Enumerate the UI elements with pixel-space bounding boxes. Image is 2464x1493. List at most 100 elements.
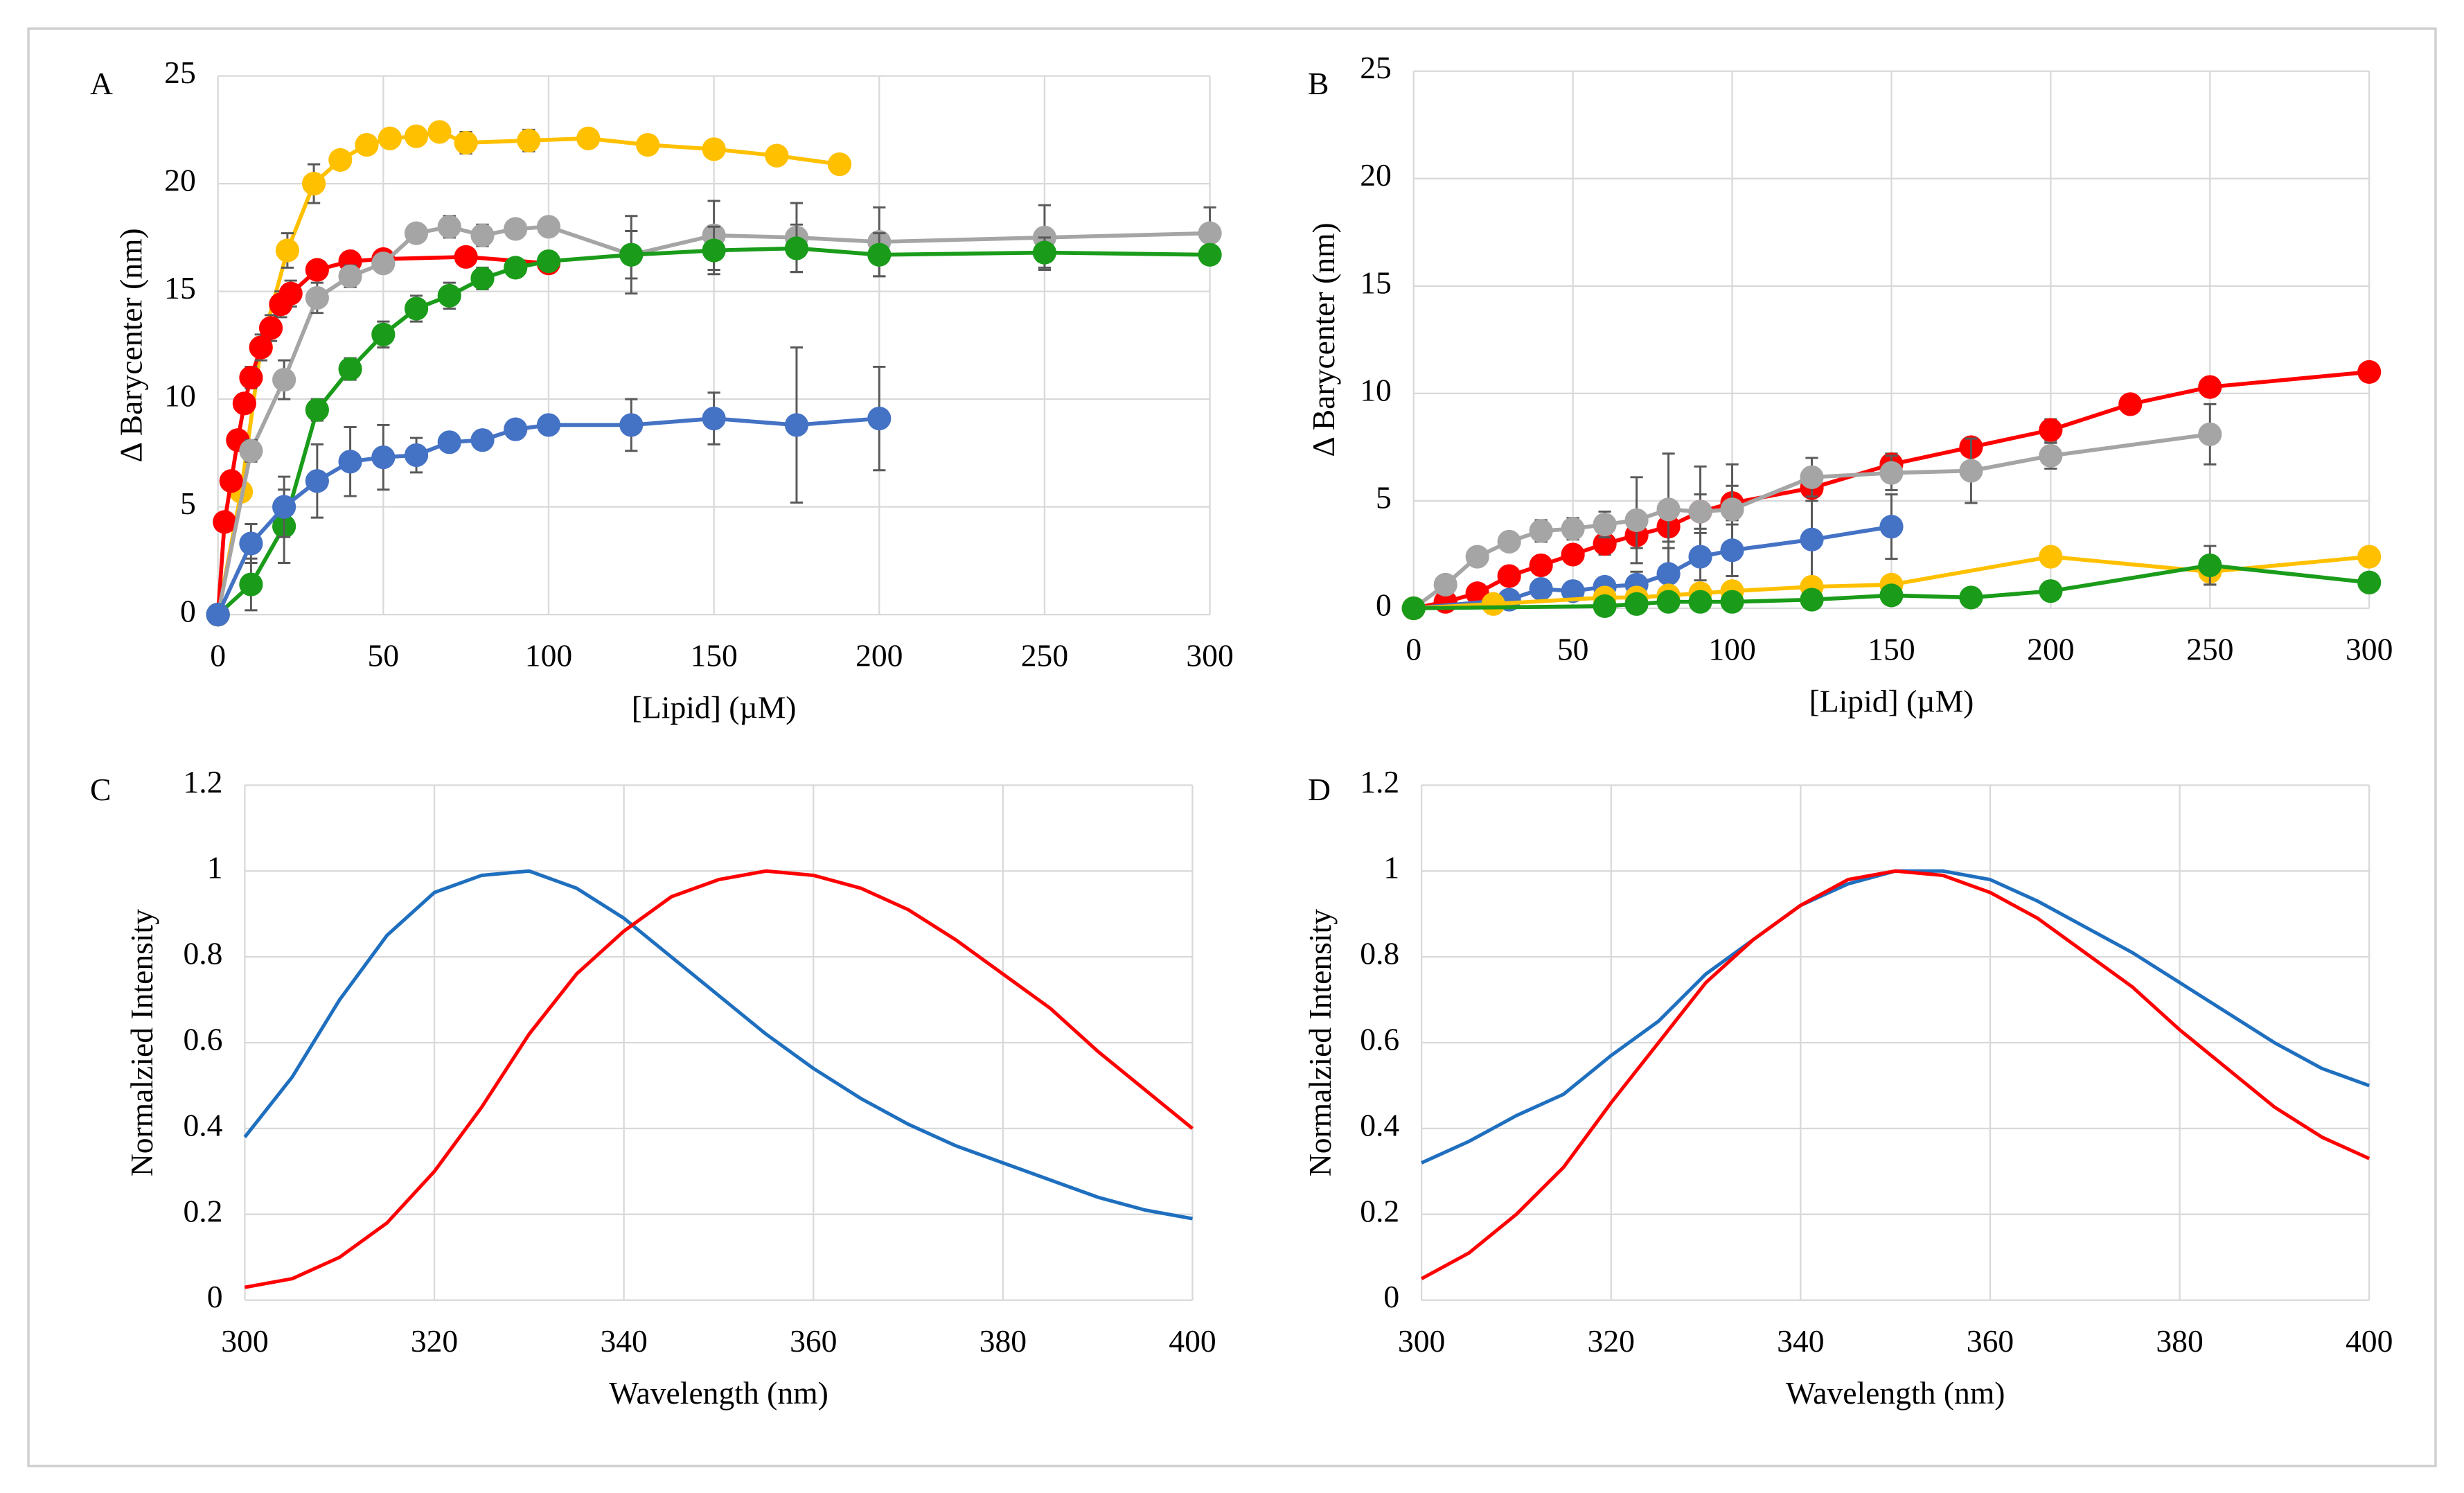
marker <box>1198 242 1222 267</box>
x-tick-label: 360 <box>1967 1323 2014 1359</box>
x-tick-label: 320 <box>1588 1323 1635 1359</box>
marker <box>1656 497 1681 522</box>
x-tick-label: 300 <box>1398 1323 1445 1359</box>
marker <box>576 126 601 150</box>
y-axis-label: Normalzied Intensity <box>1302 909 1338 1176</box>
marker <box>1032 240 1057 265</box>
x-tick-label: 380 <box>980 1323 1027 1359</box>
marker <box>371 322 396 346</box>
marker <box>232 391 256 416</box>
marker <box>1593 512 1617 537</box>
marker <box>1800 527 1824 551</box>
marker <box>338 264 362 288</box>
marker <box>1959 459 1983 483</box>
marker <box>1879 583 1904 608</box>
marker <box>1720 590 1744 614</box>
y-tick-label: 10 <box>1360 372 1392 407</box>
marker <box>437 215 461 239</box>
marker <box>1720 538 1744 563</box>
x-tick-label: 320 <box>411 1323 458 1359</box>
marker <box>2198 553 2222 578</box>
marker <box>1529 553 1553 578</box>
x-tick-label: 300 <box>221 1323 268 1359</box>
x-tick-label: 300 <box>2346 631 2393 666</box>
marker <box>536 215 561 239</box>
marker <box>437 430 461 454</box>
marker <box>404 124 429 148</box>
y-tick-label: 1 <box>207 850 223 885</box>
marker <box>1800 588 1824 612</box>
x-tick-label: 380 <box>2156 1323 2203 1359</box>
marker <box>278 281 303 306</box>
y-tick-label: 0 <box>180 594 196 629</box>
marker <box>2198 375 2222 399</box>
data-line <box>1420 869 2370 1280</box>
marker <box>239 439 263 463</box>
marker <box>301 171 326 196</box>
marker <box>1879 515 1904 539</box>
y-tick-label: 1 <box>1383 850 1399 885</box>
y-tick-label: 0.8 <box>1360 936 1399 971</box>
marker <box>1529 519 1553 543</box>
x-tick-label: 250 <box>1021 637 1068 673</box>
marker <box>702 137 726 161</box>
y-tick-label: 1.2 <box>1360 764 1399 799</box>
marker <box>536 413 561 437</box>
marker <box>249 335 273 360</box>
marker <box>1198 221 1222 245</box>
marker <box>1561 579 1585 603</box>
marker <box>1688 500 1712 524</box>
y-tick-label: 0.6 <box>183 1021 222 1057</box>
marker <box>338 357 362 381</box>
x-tick-label: 340 <box>600 1323 647 1359</box>
marker <box>1800 465 1824 489</box>
marker <box>1688 590 1712 614</box>
marker <box>619 242 644 267</box>
marker <box>2198 422 2222 446</box>
y-tick-label: 1.2 <box>183 764 222 799</box>
marker <box>454 130 478 155</box>
marker <box>239 572 263 597</box>
marker <box>305 398 329 422</box>
x-tick-label: 340 <box>1777 1323 1824 1359</box>
marker <box>1561 517 1585 541</box>
x-axis-label: [Lipid] (µM) <box>632 690 797 725</box>
y-tick-label: 0.8 <box>183 936 222 971</box>
marker <box>1879 461 1904 485</box>
marker <box>867 406 892 431</box>
x-tick-label: 150 <box>1868 631 1915 666</box>
x-tick-label: 200 <box>2027 631 2074 666</box>
marker <box>2357 570 2382 594</box>
marker <box>2039 545 2063 569</box>
x-tick-label: 300 <box>1186 637 1233 673</box>
marker <box>504 217 528 241</box>
marker <box>517 128 541 152</box>
x-tick-label: 250 <box>2186 631 2233 666</box>
x-axis-label: Wavelength (nm) <box>1786 1375 2005 1411</box>
marker <box>827 152 852 177</box>
x-tick-label: 0 <box>1406 631 1421 666</box>
x-tick-label: 200 <box>856 637 903 673</box>
marker <box>427 120 452 144</box>
marker <box>272 368 296 392</box>
marker <box>636 133 660 157</box>
marker <box>258 316 283 340</box>
marker <box>1593 594 1617 618</box>
y-tick-label: 0.2 <box>1360 1193 1399 1228</box>
marker <box>1497 529 1521 554</box>
marker <box>1529 576 1553 601</box>
y-tick-label: 0 <box>1383 1279 1399 1314</box>
y-tick-label: 25 <box>1360 50 1392 85</box>
figure-border <box>27 27 2437 1467</box>
marker <box>239 365 263 390</box>
marker <box>619 413 644 437</box>
marker <box>404 297 429 321</box>
marker <box>784 413 809 437</box>
y-tick-label: 15 <box>1360 265 1392 300</box>
marker <box>404 221 429 245</box>
marker <box>371 445 396 470</box>
data-line <box>1413 554 2370 610</box>
marker <box>219 469 243 493</box>
